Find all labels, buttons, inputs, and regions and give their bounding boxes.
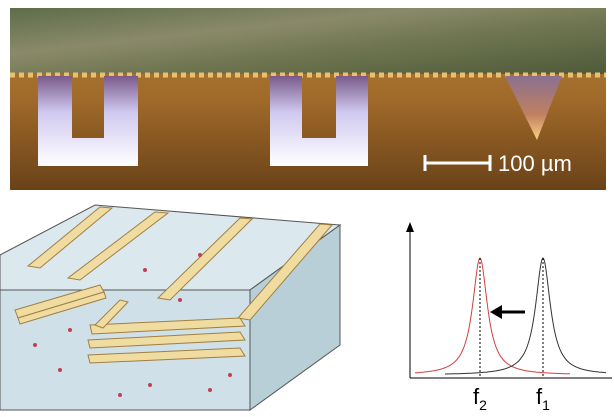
page: 100 µm: [0, 0, 614, 417]
dot: [33, 343, 37, 347]
peak-label: f1: [536, 384, 550, 413]
micrograph: 100 µm: [10, 8, 606, 190]
dot: [198, 253, 202, 257]
schematic: [0, 205, 340, 410]
scale-label: 100 µm: [498, 151, 572, 176]
dot: [58, 368, 62, 372]
surface: [10, 8, 606, 74]
peak-label-sub: 2: [479, 397, 487, 413]
figure: 100 µm: [0, 0, 614, 417]
axis-arrow: [406, 222, 414, 232]
peak-curve: [445, 258, 606, 374]
dot: [68, 328, 72, 332]
dot: [143, 268, 147, 272]
dot: [148, 383, 152, 387]
dot: [228, 373, 232, 377]
dot: [178, 298, 182, 302]
dot: [118, 393, 122, 397]
peak-label-sub: 1: [542, 397, 550, 413]
dot: [208, 388, 212, 392]
spectrum: f2 f1: [406, 222, 612, 413]
peak-label: f2: [473, 384, 487, 413]
shift-arrow-head: [490, 305, 502, 319]
